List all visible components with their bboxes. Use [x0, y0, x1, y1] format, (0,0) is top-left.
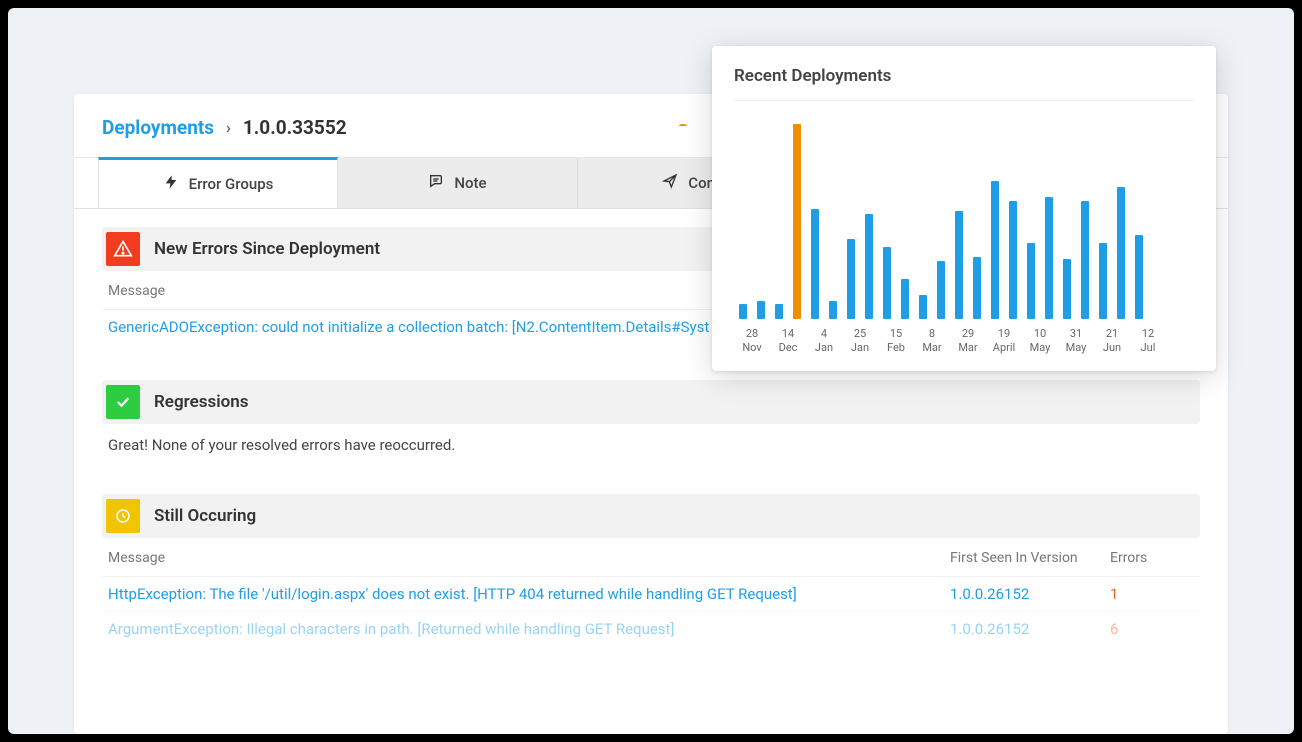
chart-bar[interactable] — [1117, 187, 1125, 319]
chart-bar[interactable] — [775, 304, 783, 319]
deployments-bar-chart — [734, 119, 1194, 319]
section-title: New Errors Since Deployment — [154, 239, 380, 259]
x-axis-label: 25Jan — [842, 327, 878, 355]
section-title: Still Occuring — [154, 506, 256, 526]
error-count: 1 — [1110, 585, 1190, 603]
chart-bar[interactable] — [919, 295, 927, 319]
tab-label: Error Groups — [189, 175, 274, 193]
chart-x-axis-labels: 28Nov14Dec4Jan25Jan15Feb8Mar29Mar19April… — [734, 327, 1194, 355]
breadcrumb-version: 1.0.0.33552 — [243, 116, 347, 139]
breadcrumb-deployments-link[interactable]: Deployments — [102, 116, 214, 139]
chart-bar[interactable] — [811, 209, 819, 319]
tab-label: Note — [454, 174, 486, 192]
recent-deployments-popover: Recent Deployments 28Nov14Dec4Jan25Jan15… — [712, 46, 1216, 371]
page-background: Deployments › 1.0.0.33552 Error Groups No… — [8, 8, 1294, 734]
section-title: Regressions — [154, 392, 248, 412]
column-headers: Message First Seen In Version Errors — [102, 538, 1200, 576]
x-axis-label: 10May — [1022, 327, 1058, 355]
bolt-icon — [163, 174, 179, 194]
note-icon — [428, 173, 444, 193]
error-version-link[interactable]: 1.0.0.26152 — [950, 585, 1110, 603]
tab-note[interactable]: Note — [338, 158, 578, 208]
column-version: First Seen In Version — [950, 550, 1110, 566]
error-row[interactable]: ArgumentException: Illegal characters in… — [102, 611, 1200, 646]
chart-bar[interactable] — [847, 239, 855, 319]
chart-bar[interactable] — [829, 301, 837, 319]
x-axis-label: 28Nov — [734, 327, 770, 355]
error-version-link[interactable]: 1.0.0.26152 — [950, 620, 1110, 638]
chart-bar[interactable] — [757, 301, 765, 319]
chart-bar[interactable] — [1045, 197, 1053, 319]
chart-bar[interactable] — [955, 211, 963, 319]
x-axis-label: 19April — [986, 327, 1022, 355]
x-axis-label: 15Feb — [878, 327, 914, 355]
warning-triangle-icon — [106, 232, 140, 266]
regressions-body-text: Great! None of your resolved errors have… — [102, 424, 1200, 458]
chart-bar[interactable] — [1081, 201, 1089, 319]
error-message-link[interactable]: ArgumentException: Illegal characters in… — [108, 620, 950, 638]
chart-bar[interactable] — [901, 279, 909, 319]
chart-bar[interactable] — [1063, 259, 1071, 319]
checkmark-icon — [106, 385, 140, 419]
chart-bar[interactable] — [937, 261, 945, 319]
column-message: Message — [108, 550, 950, 566]
chart-bar[interactable] — [1099, 243, 1107, 319]
breadcrumb-separator-icon: › — [226, 118, 231, 137]
deployment-marker-line — [678, 124, 800, 126]
column-errors: Errors — [1110, 550, 1190, 566]
popover-title: Recent Deployments — [734, 66, 1194, 101]
error-row[interactable]: HttpException: The file '/util/login.asp… — [102, 576, 1200, 611]
x-axis-label: 8Mar — [914, 327, 950, 355]
chart-bar[interactable] — [1135, 235, 1143, 319]
error-count: 6 — [1110, 620, 1190, 638]
chart-bar[interactable] — [793, 124, 801, 319]
x-axis-label: 21Jun — [1094, 327, 1130, 355]
error-message-link[interactable]: HttpException: The file '/util/login.asp… — [108, 585, 950, 603]
tab-error-groups[interactable]: Error Groups — [98, 157, 338, 208]
section-header-still-occurring: Still Occuring — [102, 494, 1200, 538]
x-axis-label: 4Jan — [806, 327, 842, 355]
chart-bar[interactable] — [739, 304, 747, 319]
chart-bar[interactable] — [883, 247, 891, 319]
section-header-regressions: Regressions — [102, 380, 1200, 424]
x-axis-label: 12Jul — [1130, 327, 1166, 355]
clock-icon — [106, 499, 140, 533]
x-axis-label: 29Mar — [950, 327, 986, 355]
send-icon — [662, 173, 678, 193]
chart-bar[interactable] — [1009, 201, 1017, 319]
x-axis-label: 14Dec — [770, 327, 806, 355]
x-axis-label: 31May — [1058, 327, 1094, 355]
chart-bar[interactable] — [865, 214, 873, 319]
chart-bar[interactable] — [991, 181, 999, 319]
chart-bar[interactable] — [973, 257, 981, 319]
section-still-occurring: Still Occuring Message First Seen In Ver… — [74, 466, 1228, 654]
chart-bar[interactable] — [1027, 243, 1035, 319]
